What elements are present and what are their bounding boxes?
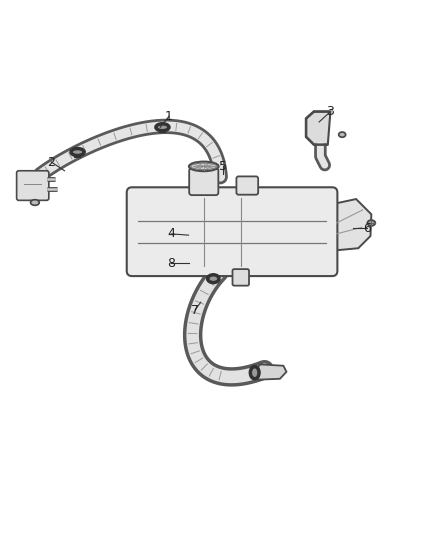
- FancyBboxPatch shape: [127, 187, 337, 276]
- Polygon shape: [306, 111, 330, 144]
- Text: 1: 1: [165, 110, 173, 123]
- Text: 7: 7: [191, 303, 199, 317]
- Ellipse shape: [339, 132, 346, 137]
- FancyBboxPatch shape: [233, 269, 249, 286]
- Text: 8: 8: [167, 256, 175, 270]
- Ellipse shape: [208, 275, 219, 282]
- FancyBboxPatch shape: [189, 168, 219, 195]
- Ellipse shape: [367, 220, 375, 226]
- Polygon shape: [258, 365, 286, 379]
- Text: 2: 2: [47, 156, 55, 168]
- Polygon shape: [325, 199, 371, 251]
- Text: 6: 6: [363, 222, 371, 235]
- Ellipse shape: [71, 149, 84, 156]
- Ellipse shape: [189, 161, 219, 171]
- Ellipse shape: [191, 163, 217, 169]
- Text: 4: 4: [167, 228, 175, 240]
- Ellipse shape: [31, 200, 39, 205]
- Ellipse shape: [251, 367, 259, 379]
- Text: 5: 5: [219, 160, 227, 173]
- FancyBboxPatch shape: [17, 171, 49, 200]
- Ellipse shape: [156, 124, 169, 131]
- FancyBboxPatch shape: [237, 176, 258, 195]
- Text: 3: 3: [326, 106, 334, 118]
